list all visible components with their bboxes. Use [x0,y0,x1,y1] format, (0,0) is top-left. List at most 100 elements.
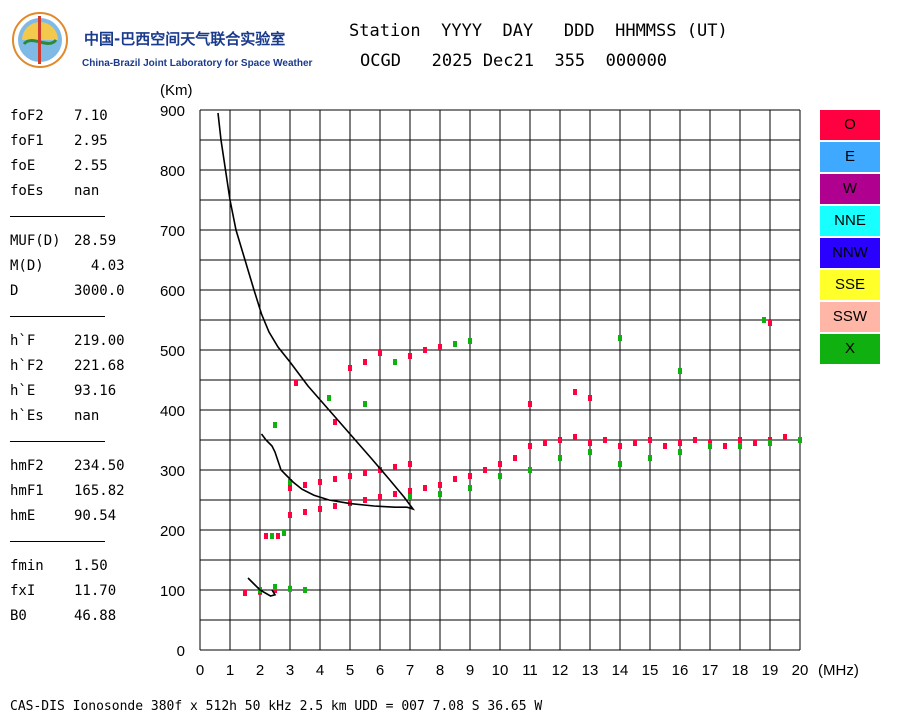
echo-point [483,467,487,473]
echo-point [348,473,352,479]
x-axis-label: (MHz) [818,662,859,679]
echo-point [288,512,292,518]
x-tick-label: 15 [642,662,659,679]
logo-en-title: China-Brazil Joint Laboratory for Space … [82,58,313,69]
echo-point [738,443,742,449]
param-label: hmF1 [10,483,44,499]
echo-point [498,461,502,467]
x-tick-label: 19 [762,662,779,679]
param-separator [10,541,105,542]
param-label: foF2 [10,108,44,124]
echo-point [453,476,457,482]
echo-point [378,350,382,356]
x-tick-label: 1 [226,662,234,679]
echo-point [618,461,622,467]
x-tick-label: 3 [286,662,294,679]
echo-point [543,440,547,446]
echo-point [738,437,742,443]
echo-point [768,320,772,326]
echo-point [573,434,577,440]
echo-point [528,443,532,449]
legend-item: X [820,334,880,364]
y-tick-label: 900 [160,103,185,120]
header-values: OCGD 2025 Dec21 355 000000 [360,51,668,71]
x-tick-label: 6 [376,662,384,679]
y-tick-label: 400 [160,403,185,420]
x-tick-label: 9 [466,662,474,679]
x-tick-label: 10 [492,662,509,679]
param-value: 3000.0 [74,283,125,299]
y-tick-label: 0 [177,643,185,660]
param-label: h`Es [10,408,44,424]
echo-point [288,479,292,485]
echo-point [363,470,367,476]
param-separator [10,441,105,442]
echo-point [276,533,280,539]
echo-point [588,449,592,455]
echo-point [468,473,472,479]
footer-info: CAS-DIS Ionosonde 380f x 512h 50 kHz 2.5… [10,699,543,714]
param-value: nan [74,183,100,199]
param-value: 219.00 [74,333,125,349]
echo-point [378,494,382,500]
echo-point [378,467,382,473]
echo-point [783,434,787,440]
param-value: 90.54 [74,508,117,524]
x-tick-label: 0 [196,662,204,679]
echo-point [693,437,697,443]
echo-point [270,533,274,539]
echo-point [678,368,682,374]
echo-point [678,440,682,446]
param-label: h`F [10,333,36,349]
echo-point [618,335,622,341]
param-value: nan [74,408,100,424]
echo-point [453,341,457,347]
legend-item: SSW [820,302,880,332]
param-value: 93.16 [74,383,117,399]
echo-point [408,494,412,500]
echo-point [393,491,397,497]
param-value: 4.03 [74,258,125,274]
echo-point [762,317,766,323]
legend-item: SSE [820,270,880,300]
param-label: h`E [10,383,36,399]
param-label: hmE [10,508,36,524]
echo-point [708,443,712,449]
echo-point [363,359,367,365]
echo-point [273,584,277,590]
x-tick-label: 5 [346,662,354,679]
param-value: 28.59 [74,233,117,249]
echo-point [633,440,637,446]
echo-point [303,587,307,593]
echo-point [423,485,427,491]
echo-point [408,488,412,494]
param-label: foF1 [10,133,44,149]
param-label: fxI [10,583,36,599]
echo-point [333,419,337,425]
param-value: 11.70 [74,583,117,599]
echo-point [408,353,412,359]
echo-point [438,482,442,488]
x-tick-label: 18 [732,662,749,679]
y-tick-label: 300 [160,463,185,480]
x-tick-label: 4 [316,662,324,679]
echo-point [663,443,667,449]
echo-point [393,464,397,470]
echo-point [603,437,607,443]
x-tick-label: 16 [672,662,689,679]
echo-point [303,482,307,488]
echo-point [243,590,247,596]
logo-cn-title: 中国-巴西空间天气联合实验室 [84,30,286,48]
echo-point [753,440,757,446]
echo-point [588,440,592,446]
echo-point [318,479,322,485]
echo-point [327,395,331,401]
param-value: 1.50 [74,558,108,574]
echo-point [498,473,502,479]
echo-point [303,509,307,515]
echo-point [363,401,367,407]
y-tick-label: 600 [160,283,185,300]
echo-point [648,455,652,461]
echo-point [468,338,472,344]
echo-point [438,491,442,497]
